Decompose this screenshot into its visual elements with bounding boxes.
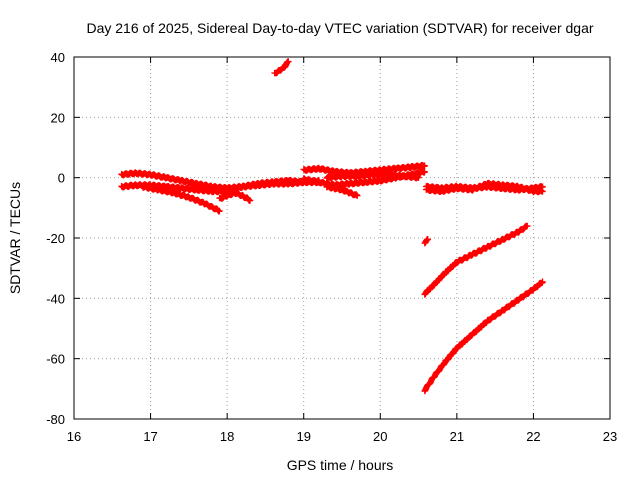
series-arc-center-dip bbox=[323, 183, 361, 199]
x-tick-label: 22 bbox=[526, 429, 540, 444]
axis-ticks bbox=[73, 56, 611, 420]
y-axis-label: SDTVAR / TECUs bbox=[7, 182, 23, 294]
y-tick-labels: 40 20 0 -20 -40 -60 -80 bbox=[46, 50, 65, 427]
x-tick-label: 18 bbox=[220, 429, 234, 444]
series-arc-falling-1 bbox=[421, 222, 531, 298]
series-arc-falling-2 bbox=[421, 278, 546, 395]
data-point-markers bbox=[271, 58, 292, 77]
series-isolated-point bbox=[421, 236, 431, 247]
data-point-markers bbox=[323, 183, 361, 199]
series-arc-right-b bbox=[423, 179, 546, 196]
data-points bbox=[118, 58, 546, 395]
y-tick-label: 40 bbox=[51, 50, 65, 65]
x-tick-label: 17 bbox=[143, 429, 157, 444]
data-point-markers bbox=[421, 222, 531, 298]
x-axis-label: GPS time / hours bbox=[287, 457, 394, 473]
data-point-markers bbox=[216, 189, 254, 204]
y-tick-label: 20 bbox=[51, 110, 65, 125]
x-tick-label: 23 bbox=[603, 429, 617, 444]
series-arc-descending bbox=[139, 183, 223, 215]
y-tick-label: -80 bbox=[46, 412, 65, 427]
x-tick-label: 21 bbox=[450, 429, 464, 444]
x-tick-label: 20 bbox=[373, 429, 387, 444]
y-tick-label: 0 bbox=[58, 171, 65, 186]
x-tick-label: 16 bbox=[67, 429, 81, 444]
y-tick-label: -20 bbox=[46, 231, 65, 246]
chart-title: Day 216 of 2025, Sidereal Day-to-day VTE… bbox=[86, 20, 593, 36]
series-arc-center-mid bbox=[323, 170, 422, 182]
x-tick-label: 19 bbox=[296, 429, 310, 444]
data-point-markers bbox=[323, 170, 422, 182]
data-point-markers bbox=[139, 183, 223, 215]
grid bbox=[74, 57, 610, 419]
series-arc-short-dip bbox=[216, 189, 254, 204]
series-arc-high bbox=[271, 58, 292, 77]
x-tick-labels: 16 17 18 19 20 21 22 23 bbox=[67, 429, 617, 444]
data-point-markers bbox=[423, 179, 546, 196]
data-point-markers bbox=[421, 236, 431, 247]
y-tick-label: -60 bbox=[46, 352, 65, 367]
data-point-markers bbox=[421, 278, 546, 395]
y-tick-label: -40 bbox=[46, 291, 65, 306]
